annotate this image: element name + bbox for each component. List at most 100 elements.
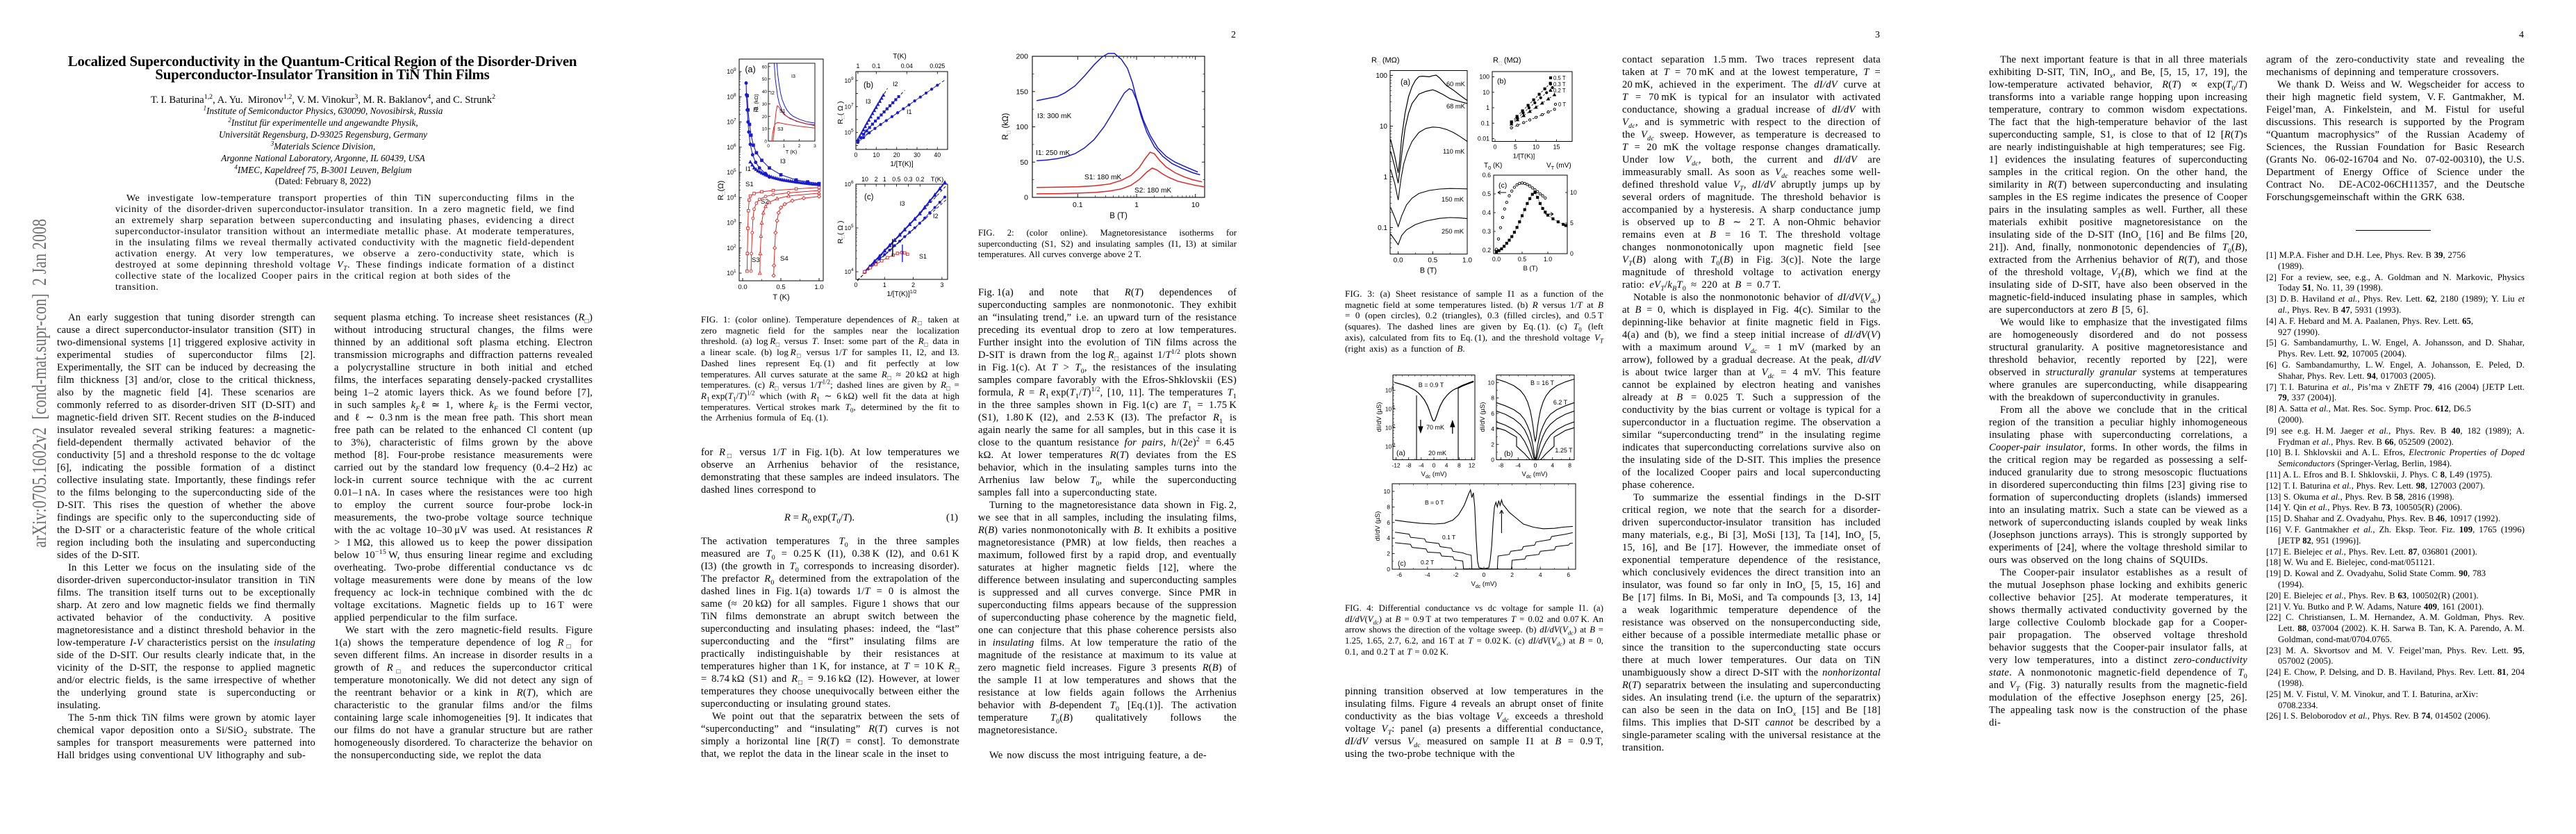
svg-text:10: 10	[1191, 201, 1200, 209]
svg-text:150: 150	[1016, 88, 1028, 96]
svg-text:10: 10	[1385, 407, 1392, 413]
svg-text:0: 0	[767, 144, 770, 149]
svg-text:0.1: 0.1	[1378, 224, 1387, 232]
svg-text:0.025: 0.025	[930, 63, 945, 70]
svg-text:B = 16 T: B = 16 T	[1530, 379, 1555, 386]
svg-text:6: 6	[851, 180, 854, 185]
svg-text:(c): (c)	[864, 193, 874, 202]
svg-text:6: 6	[734, 143, 736, 148]
svg-text:4: 4	[1551, 462, 1554, 469]
svg-text:R□( Ω ): R□( Ω )	[836, 101, 846, 124]
svg-text:0.3 T: 0.3 T	[1553, 81, 1566, 88]
svg-text:Vdc (mV): Vdc (mV)	[1522, 471, 1548, 480]
svg-text:200: 200	[1016, 53, 1028, 61]
svg-text:0.5: 0.5	[1428, 257, 1437, 265]
svg-text:S2: S2	[761, 198, 769, 206]
svg-text:8: 8	[734, 92, 736, 97]
svg-text:0: 0	[1494, 144, 1497, 151]
svg-text:10: 10	[1570, 189, 1577, 196]
svg-text:Vdc (mV): Vdc (mV)	[1421, 471, 1447, 480]
svg-text:1: 1	[1134, 201, 1139, 209]
svg-text:1/[T(K)]: 1/[T(K)]	[890, 161, 914, 168]
svg-text:(c): (c)	[1498, 181, 1507, 190]
svg-text:8: 8	[1491, 395, 1494, 402]
svg-text:10: 10	[727, 220, 734, 227]
svg-text:I2: I2	[770, 91, 775, 96]
svg-text:I1: 250 mK: I1: 250 mK	[1036, 149, 1070, 157]
svg-text:1: 1	[856, 63, 859, 70]
svg-text:-4: -4	[1425, 571, 1430, 578]
svg-text:S3: S3	[752, 256, 760, 264]
svg-text:4: 4	[1387, 534, 1390, 541]
svg-text:(b): (b)	[864, 81, 873, 90]
svg-text:dI/dV (µS): dI/dV (µS)	[1376, 402, 1383, 432]
svg-text:8: 8	[1568, 462, 1571, 469]
svg-text:0.2: 0.2	[916, 176, 924, 183]
svg-text:10: 10	[727, 144, 734, 151]
svg-text:I3: I3	[791, 74, 795, 79]
svg-text:-2: -2	[1453, 571, 1459, 578]
svg-text:50: 50	[762, 77, 768, 82]
svg-text:1: 1	[883, 176, 886, 183]
svg-text:I2: I2	[893, 81, 898, 88]
svg-text:1: 1	[1486, 104, 1489, 111]
svg-text:T(K): T(K)	[931, 176, 943, 183]
svg-text:B = 0 T: B = 0 T	[1425, 499, 1444, 506]
svg-text:0.1: 0.1	[1073, 201, 1083, 209]
svg-text:T (K): T (K)	[773, 293, 789, 302]
svg-text:0: 0	[1534, 462, 1537, 469]
svg-text:-1: -1	[1392, 406, 1396, 410]
svg-text:0.04: 0.04	[901, 63, 913, 70]
svg-text:T0 (K): T0 (K)	[1484, 162, 1502, 171]
svg-text:10: 10	[727, 119, 734, 126]
svg-text:1: 1	[782, 144, 785, 149]
svg-text:-8: -8	[1498, 462, 1504, 469]
svg-text:10: 10	[845, 268, 852, 275]
svg-text:1: 1	[883, 281, 886, 288]
svg-text:(b): (b)	[1497, 77, 1506, 85]
svg-text:150 mK: 150 mK	[1442, 196, 1464, 203]
svg-text:3: 3	[734, 219, 736, 224]
svg-text:40: 40	[934, 152, 941, 158]
svg-text:R□ (MΩ): R□ (MΩ)	[1493, 56, 1521, 67]
svg-text:T(K): T(K)	[893, 53, 906, 60]
svg-text:B (T): B (T)	[1523, 265, 1537, 272]
svg-text:9: 9	[734, 67, 736, 72]
svg-text:I3: 300 mK: I3: 300 mK	[1037, 113, 1071, 120]
svg-text:0: 0	[1433, 462, 1436, 469]
svg-text:0: 0	[1491, 457, 1494, 464]
svg-text:250 mK: 250 mK	[1442, 228, 1464, 235]
svg-text:8: 8	[1387, 503, 1390, 510]
svg-text:5: 5	[1570, 220, 1574, 227]
svg-text:10: 10	[845, 77, 852, 84]
svg-text:S1: S1	[745, 181, 754, 188]
svg-text:0.1: 0.1	[1481, 120, 1489, 126]
svg-text:-12: -12	[1392, 462, 1401, 469]
svg-text:B (T): B (T)	[1420, 267, 1437, 275]
svg-text:2: 2	[1491, 441, 1494, 448]
svg-text:10: 10	[762, 127, 768, 132]
svg-text:10: 10	[845, 181, 852, 188]
svg-text:10: 10	[845, 129, 852, 136]
svg-text:10: 10	[1483, 89, 1489, 96]
svg-text:I2: I2	[753, 106, 759, 114]
svg-text:15: 15	[1553, 144, 1560, 151]
svg-text:1/[T(K)]: 1/[T(K)]	[1513, 153, 1535, 161]
svg-text:0.4: 0.4	[1483, 209, 1491, 216]
svg-text:5: 5	[851, 224, 854, 229]
svg-text:4: 4	[1491, 425, 1494, 432]
svg-text:B (T): B (T)	[1109, 212, 1128, 220]
svg-text:4: 4	[1539, 571, 1542, 578]
svg-text:0.2: 0.2	[1483, 247, 1491, 254]
svg-text:40: 40	[762, 90, 768, 95]
svg-text:50: 50	[1020, 158, 1028, 167]
svg-text:0.1: 0.1	[872, 63, 880, 70]
svg-text:0.5 T: 0.5 T	[1553, 75, 1566, 81]
svg-text:S4: S4	[780, 255, 789, 263]
svg-text:dI/dV (µS): dI/dV (µS)	[1479, 402, 1487, 432]
svg-text:3: 3	[814, 144, 816, 149]
svg-text:S3: S3	[777, 127, 784, 132]
svg-text:S1: S1	[779, 109, 786, 114]
svg-text:0.0: 0.0	[738, 284, 747, 291]
svg-text:0.3: 0.3	[1483, 228, 1491, 235]
